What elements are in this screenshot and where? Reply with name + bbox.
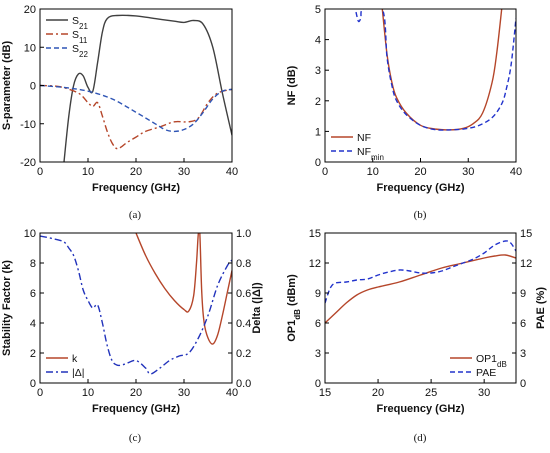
x-tick-label: 0	[37, 166, 43, 178]
x-tick-label: 20	[372, 387, 384, 399]
x-tick-label: 0	[322, 166, 328, 178]
legend-label: PAE	[476, 367, 496, 379]
series-line-s11	[40, 84, 232, 150]
y-axis-label: OP1dB (dBm)	[286, 274, 302, 342]
panel-a: 0 10 20 30 40 -20 -10 0 10 20 Frequency (GHz) S-par…	[1, 4, 238, 194]
y2-tick-label: 0.6	[236, 288, 251, 300]
y-tick-label: 3	[315, 348, 321, 360]
y-tick-label: 0	[315, 378, 321, 390]
y-axis-label: Stability Factor (k)	[1, 260, 13, 356]
legend-label: |Δ|	[72, 367, 84, 379]
y2-tick-label: 0.8	[236, 258, 251, 270]
y2-tick-label: 0	[520, 378, 526, 390]
x-tick-label: 40	[226, 387, 238, 399]
y-axis-label: NF (dB)	[286, 65, 298, 105]
y2-axis-label: Delta (|Δ|)	[251, 282, 263, 334]
y-tick-label: 4	[315, 35, 321, 47]
series-line-nfmin	[355, 9, 516, 131]
y-tick-label: 12	[309, 258, 321, 270]
x-tick-label: 30	[462, 166, 474, 178]
y-tick-label: 2	[315, 96, 321, 108]
plot-frame	[324, 232, 517, 384]
x-tick-label: 10	[367, 166, 379, 178]
caption-d: (d)	[414, 432, 427, 444]
caption-b: (b)	[414, 209, 427, 221]
y-tick-label: 15	[309, 228, 321, 240]
y2-tick-label: 3	[520, 348, 526, 360]
y-tick-label: 10	[24, 42, 36, 54]
x-tick-label: 30	[178, 387, 190, 399]
x-tick-label: 10	[82, 387, 94, 399]
x-tick-label: 0	[37, 387, 43, 399]
x-tick-label: 40	[226, 166, 238, 178]
legend-label: k	[72, 353, 78, 365]
legend: k |Δ|	[46, 353, 84, 379]
y-tick-label: 0	[30, 81, 36, 93]
plot-frame	[39, 8, 233, 163]
plot-frame	[324, 8, 517, 163]
y-tick-label: 0	[30, 378, 36, 390]
x-tick-label: 25	[425, 387, 437, 399]
caption-a: (a)	[129, 209, 142, 221]
x-tick-label: 40	[510, 166, 522, 178]
y-tick-label: 5	[315, 4, 321, 16]
y2-tick-label: 15	[520, 228, 532, 240]
y-tick-label: -10	[20, 119, 36, 131]
y2-tick-label: 9	[520, 288, 526, 300]
legend-label: S22	[72, 43, 88, 59]
x-tick-label: 30	[178, 166, 190, 178]
x-tick-label: 20	[130, 387, 142, 399]
legend-label: NFmin	[357, 146, 384, 162]
x-axis-label: Frequency (GHz)	[376, 182, 464, 194]
y-tick-label: -20	[20, 157, 36, 169]
x-tick-label: 20	[414, 166, 426, 178]
y-tick-label: 10	[24, 228, 36, 240]
x-axis-label: Frequency (GHz)	[376, 403, 464, 415]
caption-c: (c)	[129, 432, 142, 444]
series-line-	[40, 235, 232, 375]
y2-tick-label: 0.2	[236, 348, 251, 360]
legend-label: S11	[72, 29, 88, 45]
x-tick-label: 30	[478, 387, 490, 399]
x-axis-label: Frequency (GHz)	[92, 403, 180, 415]
series-line-op1db	[325, 254, 516, 324]
y-tick-label: 9	[315, 288, 321, 300]
legend-label: S21	[72, 15, 88, 31]
panel-c: 0 10 20 30 40 0 2 4 6 8 10 0.0 0.2 0.4 0.6 0.8 1.0 Freque…	[1, 228, 263, 415]
y-tick-label: 2	[30, 348, 36, 360]
y-tick-label: 6	[30, 288, 36, 300]
y-axis-label: S-parameter (dB)	[1, 41, 13, 131]
y2-tick-label: 12	[520, 258, 532, 270]
legend-label: OP1dB	[476, 353, 507, 369]
legend: NF NFmin	[331, 132, 384, 162]
x-tick-label: 10	[82, 166, 94, 178]
y-tick-label: 0	[315, 157, 321, 169]
x-tick-label: 20	[130, 166, 142, 178]
y-tick-label: 6	[315, 318, 321, 330]
y2-axis-label: PAE (%)	[535, 287, 547, 329]
y-tick-label: 1	[315, 126, 321, 138]
y2-tick-label: 0.4	[236, 318, 251, 330]
series-line-k	[135, 233, 232, 345]
y2-tick-label: 0.0	[236, 378, 251, 390]
x-tick-label: 15	[319, 387, 331, 399]
series-line-pae	[325, 240, 516, 304]
y-tick-label: 20	[24, 4, 36, 16]
y-tick-label: 3	[315, 65, 321, 77]
y2-tick-label: 6	[520, 318, 526, 330]
y-tick-label: 4	[30, 318, 36, 330]
legend-label: NF	[357, 132, 371, 144]
y-tick-label: 8	[30, 258, 36, 270]
y2-tick-label: 1.0	[236, 228, 251, 240]
series-line-s22	[40, 84, 232, 133]
series-line-s21	[63, 14, 232, 162]
x-axis-label: Frequency (GHz)	[92, 182, 180, 194]
series-line-nf	[381, 9, 503, 131]
